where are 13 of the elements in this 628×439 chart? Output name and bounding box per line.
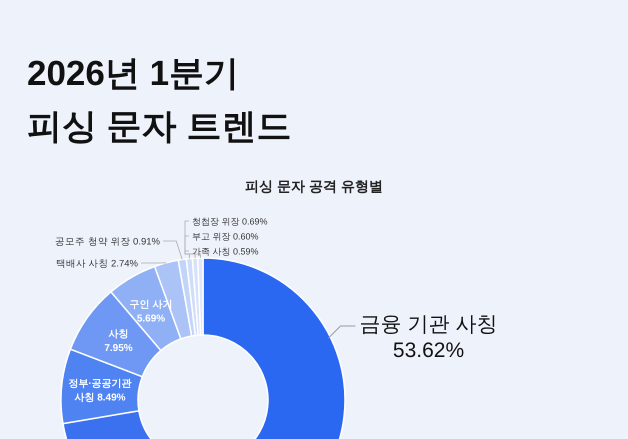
slice-label: 택배사 사칭 2.74%: [56, 258, 139, 270]
chart-subtitle: 피싱 문자 공격 유형별: [245, 178, 383, 194]
slice-label: 금융 기관 사칭: [360, 312, 498, 336]
slice-label: 공모주 청약 위장 0.91%: [55, 236, 161, 248]
data-label: 53.62%: [392, 338, 464, 362]
data-label: 5.69%: [136, 314, 166, 324]
slice-label: 사칭: [108, 329, 129, 340]
chart-title: 2026년 1분기 피싱 문자 트렌드: [27, 54, 292, 146]
data-label: 7.95%: [104, 343, 133, 354]
slice-label: 가족 사칭 0.59%: [192, 246, 259, 256]
slice-label: 정부·공공기관 사칭 8.49%: [68, 378, 132, 404]
slice-label: 청첩장 위장 0.69%: [192, 216, 268, 226]
slice-label: 부고 위장 0.60%: [192, 232, 259, 242]
